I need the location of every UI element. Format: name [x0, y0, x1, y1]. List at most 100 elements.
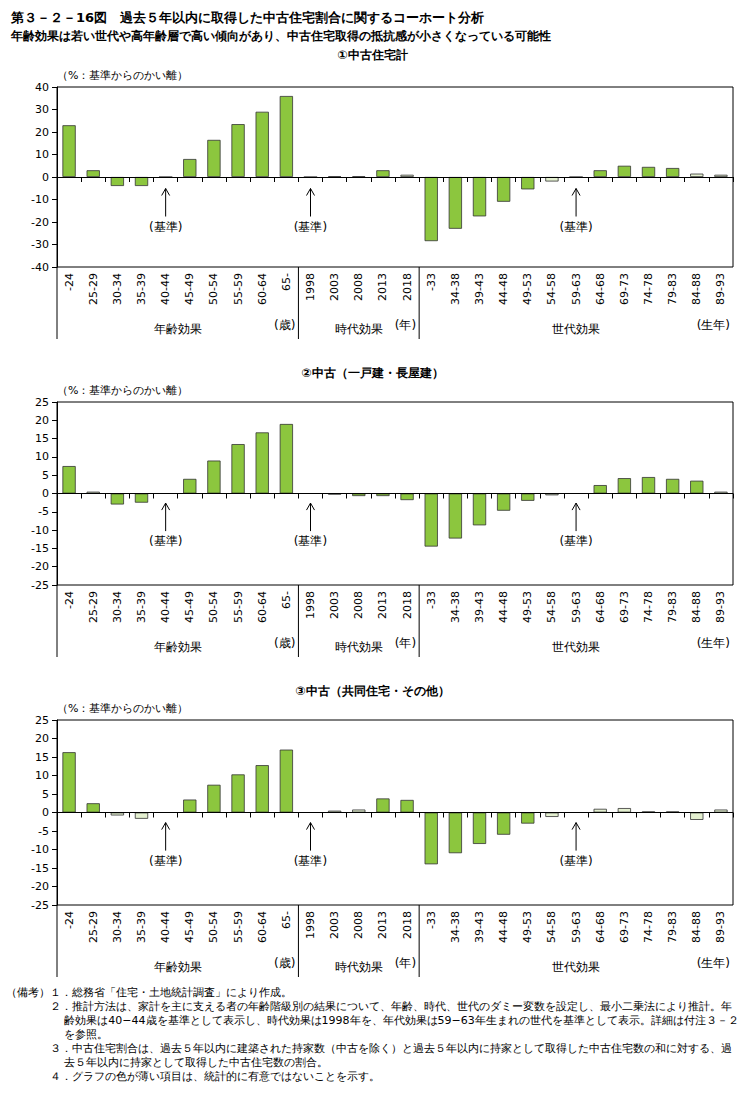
svg-text:25-29: 25-29 [87, 591, 100, 623]
svg-text:44-48: 44-48 [497, 273, 510, 305]
svg-text:(基準): (基準) [294, 854, 327, 868]
svg-text:44-48: 44-48 [497, 591, 510, 623]
svg-text:60-64: 60-64 [256, 911, 269, 943]
svg-text:35-39: 35-39 [135, 273, 148, 305]
svg-text:45-49: 45-49 [183, 591, 196, 623]
svg-text:60-64: 60-64 [256, 591, 269, 623]
svg-text:-33: -33 [425, 911, 438, 929]
svg-text:(基準): (基準) [559, 534, 592, 548]
svg-text:59-63: 59-63 [570, 591, 583, 623]
svg-text:55-59: 55-59 [232, 591, 245, 623]
svg-text:69-73: 69-73 [618, 591, 631, 623]
svg-text:25-29: 25-29 [87, 911, 100, 943]
svg-text:2018: 2018 [401, 273, 414, 301]
svg-text:(生年): (生年) [697, 636, 730, 650]
svg-text:世代効果: 世代効果 [552, 640, 600, 654]
svg-text:-15: -15 [31, 862, 49, 875]
svg-text:15: 15 [35, 751, 49, 764]
svg-text:35-39: 35-39 [135, 911, 148, 943]
svg-text:2003: 2003 [328, 911, 341, 939]
svg-text:69-73: 69-73 [618, 911, 631, 943]
svg-text:2003: 2003 [328, 273, 341, 301]
svg-text:40-44: 40-44 [159, 273, 172, 305]
svg-text:25: 25 [35, 714, 49, 727]
svg-text:25-29: 25-29 [87, 273, 100, 305]
svg-text:2008: 2008 [352, 911, 365, 939]
svg-text:-30: -30 [31, 238, 49, 251]
svg-text:年齢効果: 年齢効果 [154, 960, 202, 974]
svg-text:2013: 2013 [376, 911, 389, 939]
svg-text:20: 20 [35, 414, 49, 427]
svg-text:-10: -10 [31, 524, 49, 537]
svg-text:34-38: 34-38 [449, 273, 462, 305]
svg-text:-33: -33 [425, 591, 438, 609]
svg-text:89-93: 89-93 [714, 911, 727, 943]
svg-text:64-68: 64-68 [594, 273, 607, 305]
svg-text:5: 5 [42, 469, 49, 482]
svg-text:79-83: 79-83 [666, 273, 679, 305]
svg-text:39-43: 39-43 [473, 911, 486, 943]
svg-text:-20: -20 [31, 880, 49, 893]
svg-text:50-54: 50-54 [207, 591, 220, 623]
svg-text:45-49: 45-49 [183, 273, 196, 305]
svg-text:40-44: 40-44 [159, 591, 172, 623]
svg-text:-33: -33 [425, 273, 438, 291]
svg-text:-24: -24 [63, 911, 76, 929]
svg-text:55-59: 55-59 [232, 273, 245, 305]
svg-text:54-58: 54-58 [545, 273, 558, 305]
svg-text:84-88: 84-88 [690, 911, 703, 943]
svg-text:0: 0 [42, 806, 49, 819]
svg-text:（%：基準からのかい離）: （%：基準からのかい離） [57, 702, 188, 715]
svg-text:(歳): (歳) [274, 956, 295, 970]
svg-text:55-59: 55-59 [232, 911, 245, 943]
svg-text:-10: -10 [31, 843, 49, 856]
svg-text:39-43: 39-43 [473, 591, 486, 623]
svg-text:2008: 2008 [352, 273, 365, 301]
svg-text:49-53: 49-53 [521, 273, 534, 305]
svg-text:60-64: 60-64 [256, 273, 269, 305]
svg-text:5: 5 [42, 788, 49, 801]
svg-text:79-83: 79-83 [666, 591, 679, 623]
svg-text:44-48: 44-48 [497, 911, 510, 943]
svg-text:年齢効果: 年齢効果 [154, 640, 202, 654]
svg-text:89-93: 89-93 [714, 591, 727, 623]
svg-text:39-43: 39-43 [473, 273, 486, 305]
svg-text:世代効果: 世代効果 [552, 960, 600, 974]
svg-text:34-38: 34-38 [449, 591, 462, 623]
svg-text:②中古（一戸建・長屋建）: ②中古（一戸建・長屋建） [301, 366, 443, 380]
svg-text:34-38: 34-38 [449, 911, 462, 943]
svg-text:(生年): (生年) [697, 956, 730, 970]
svg-text:時代効果: 時代効果 [335, 960, 383, 974]
svg-text:74-78: 74-78 [642, 591, 655, 623]
svg-text:世代効果: 世代効果 [552, 322, 600, 336]
svg-text:74-78: 74-78 [642, 911, 655, 943]
svg-text:0: 0 [42, 171, 49, 184]
svg-text:(生年): (生年) [697, 318, 730, 332]
svg-text:-20: -20 [31, 216, 49, 229]
svg-text:15: 15 [35, 432, 49, 445]
svg-text:20: 20 [35, 732, 49, 745]
svg-text:65-: 65- [280, 273, 293, 291]
svg-text:50-54: 50-54 [207, 273, 220, 305]
svg-text:64-68: 64-68 [594, 911, 607, 943]
svg-text:(基準): (基準) [149, 534, 182, 548]
svg-text:64-68: 64-68 [594, 591, 607, 623]
svg-text:-40: -40 [31, 261, 49, 274]
svg-text:2003: 2003 [328, 591, 341, 619]
svg-text:25: 25 [35, 396, 49, 409]
svg-text:時代効果: 時代効果 [335, 322, 383, 336]
svg-text:2013: 2013 [376, 591, 389, 619]
svg-text:2008: 2008 [352, 591, 365, 619]
svg-text:30-34: 30-34 [111, 273, 124, 305]
svg-text:2013: 2013 [376, 273, 389, 301]
svg-text:1998: 1998 [304, 911, 317, 939]
svg-text:-25: -25 [31, 899, 49, 912]
svg-text:第３－２－16図 過去５年以内に取得した中古住宅割合に関する: 第３－２－16図 過去５年以内に取得した中古住宅割合に関するコーホート分析 [10, 10, 484, 25]
svg-text:(年): (年) [395, 318, 416, 332]
svg-text:2018: 2018 [401, 591, 414, 619]
svg-text:-25: -25 [31, 579, 49, 592]
svg-text:③中古（共同住宅・その他）: ③中古（共同住宅・その他） [295, 684, 449, 698]
svg-text:(基準): (基準) [559, 854, 592, 868]
svg-text:-5: -5 [38, 825, 49, 838]
svg-text:20: 20 [35, 126, 49, 139]
